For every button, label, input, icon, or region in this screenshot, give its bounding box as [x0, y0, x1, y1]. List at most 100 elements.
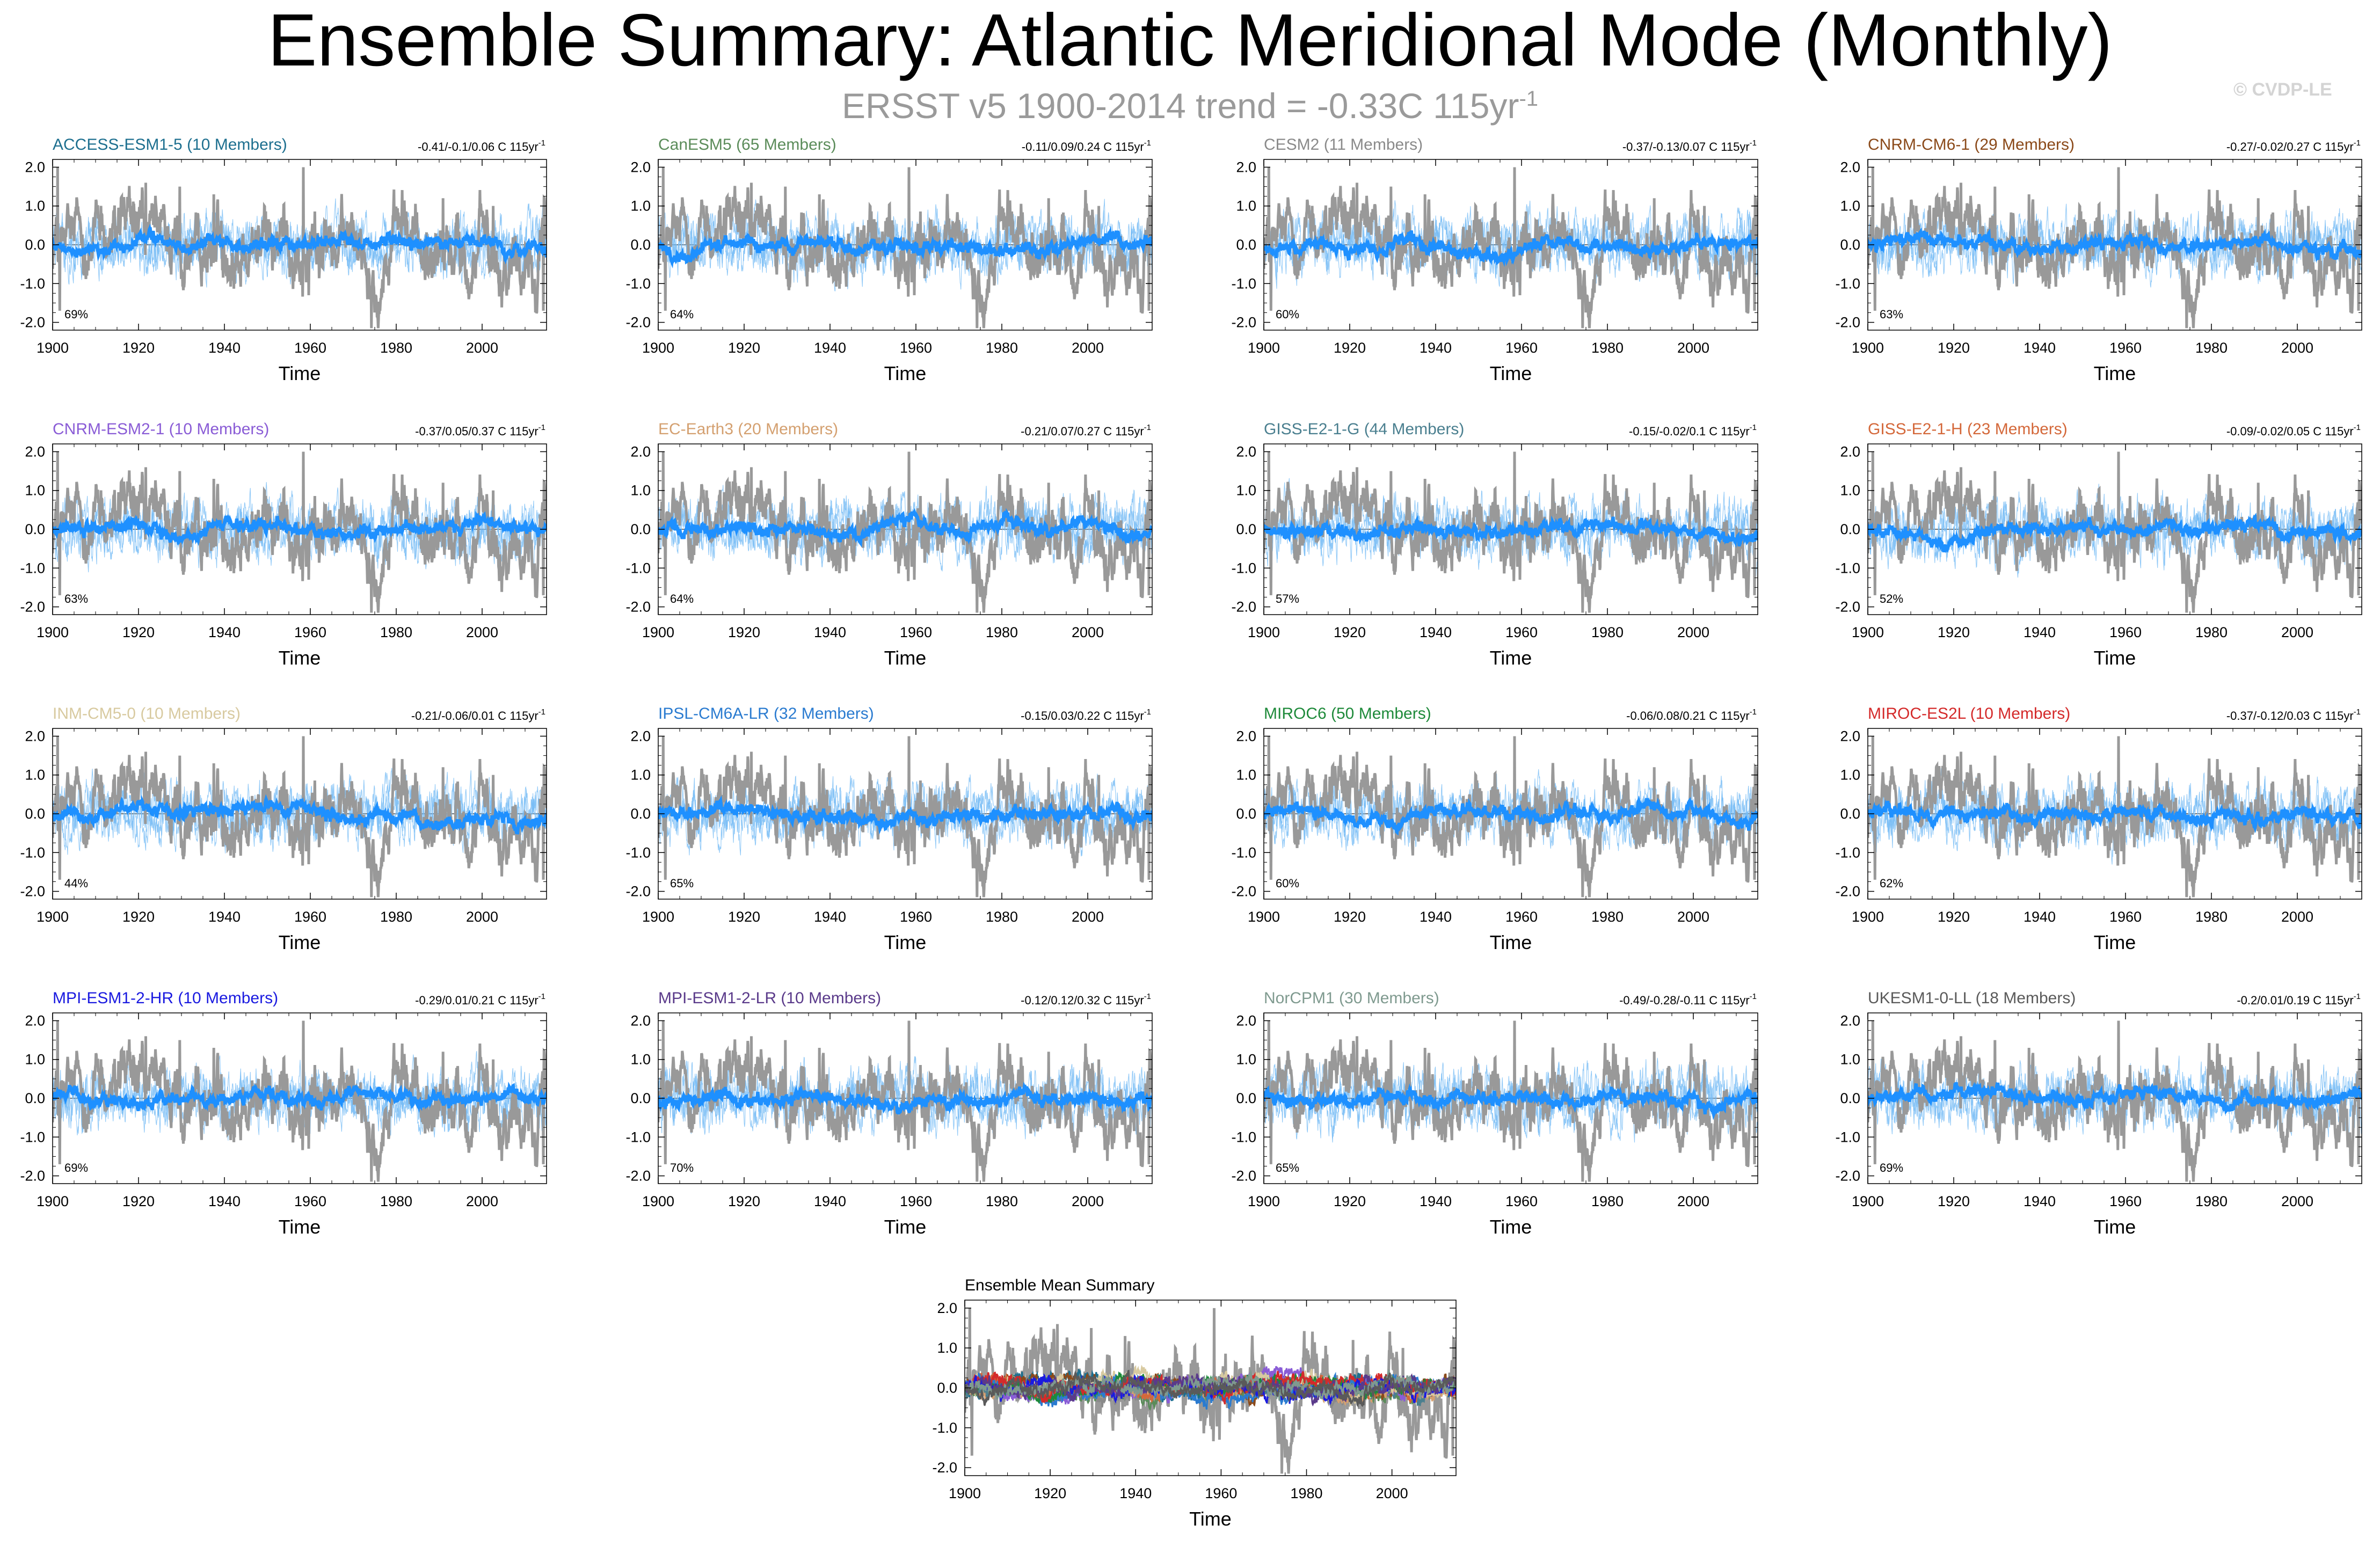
x-tick-label: 2000 [1677, 1193, 1709, 1209]
plot-area [1868, 167, 2362, 329]
y-tick-label: -2.0 [1231, 884, 1256, 900]
x-tick-label: 1920 [1334, 1193, 1366, 1209]
x-tick-label: 1900 [1248, 340, 1280, 356]
x-axis-label: Time [279, 1216, 321, 1238]
x-tick-label: 1980 [1591, 624, 1624, 640]
x-tick-label: 1980 [1591, 340, 1624, 356]
trend-text: -0.11/0.09/0.24 C 115yr-1 [1022, 138, 1151, 154]
y-tick-label: 1.0 [1236, 198, 1256, 214]
panel-5: 2.0 1.0 0.0 -1.0 -2.0 1900 1920 1940 1960 1980 200… [625, 420, 1153, 669]
y-tick-label: -1.0 [1231, 1129, 1256, 1145]
trend-exponent: -1 [1144, 423, 1151, 432]
x-tick-label: 1940 [208, 1193, 241, 1209]
panel-title: INM-CM5-0 (10 Members) [53, 705, 241, 723]
y-tick-label: 1.0 [25, 483, 45, 499]
y-tick-label: 0.0 [25, 237, 45, 253]
subtitle-exponent: -1 [1519, 87, 1539, 111]
y-tick-label: -1.0 [1231, 560, 1256, 576]
trend-value: -0.15/-0.02/0.1 C 115yr [1629, 425, 1750, 438]
x-tick-label: 1900 [37, 909, 69, 925]
x-axis-label: Time [2094, 647, 2136, 669]
x-tick-label: 1920 [728, 340, 760, 356]
y-tick-label: 0.0 [630, 521, 651, 537]
y-tick-label: -2.0 [625, 315, 651, 331]
page-title: Ensemble Summary: Atlantic Meridional Mo… [267, 0, 2113, 82]
trend-value: -0.21/-0.06/0.01 C 115yr [411, 709, 538, 723]
y-tick-label: -2.0 [20, 1168, 45, 1184]
y-tick-label: 2.0 [1236, 159, 1256, 175]
panel-title: MPI-ESM1-2-HR (10 Members) [53, 989, 278, 1007]
x-tick-label: 2000 [466, 624, 498, 640]
x-tick-label: 1980 [380, 1193, 412, 1209]
panel-1: 2.0 1.0 0.0 -1.0 -2.0 1900 1920 1940 1960 1980 200… [625, 136, 1153, 384]
y-tick-label: 2.0 [1840, 443, 1860, 459]
x-tick-label: 1960 [2109, 1193, 2142, 1209]
y-tick-label: -1.0 [625, 844, 651, 860]
x-tick-label: 1980 [380, 909, 412, 925]
panel-title: IPSL-CM6A-LR (32 Members) [658, 705, 874, 723]
x-tick-label: 1980 [1290, 1485, 1322, 1501]
panel-title: MPI-ESM1-2-LR (10 Members) [658, 989, 881, 1007]
x-tick-label: 1960 [1205, 1485, 1237, 1501]
trend-text: -0.15/-0.02/0.1 C 115yr-1 [1629, 423, 1757, 438]
x-tick-label: 1960 [294, 624, 326, 640]
x-tick-label: 1920 [1938, 909, 1970, 925]
ensemble-mean-line [1868, 513, 2362, 553]
panel-title: UKESM1-0-LL (18 Members) [1868, 989, 2076, 1007]
x-tick-label: 1920 [1334, 340, 1366, 356]
x-tick-label: 1940 [1119, 1485, 1152, 1501]
panel-title: Ensemble Mean Summary [965, 1276, 1154, 1294]
trend-value: -0.15/0.03/0.22 C 115yr [1021, 709, 1144, 723]
panel-4: 2.0 1.0 0.0 -1.0 -2.0 1900 1920 1940 1960 1980 200… [20, 420, 547, 669]
plot-area [1264, 167, 1758, 329]
trend-text: -0.09/-0.02/0.05 C 115yr-1 [2226, 423, 2361, 438]
y-tick-label: 0.0 [25, 806, 45, 822]
y-tick-label: -1.0 [1835, 844, 1860, 860]
trend-value: -0.37/0.05/0.37 C 115yr [415, 425, 538, 438]
percent-label: 64% [670, 592, 694, 605]
ensemble-member-line [658, 485, 1152, 567]
y-tick-label: -2.0 [20, 315, 45, 331]
ensemble-mean-line [53, 1082, 547, 1113]
y-tick-label: 1.0 [25, 1052, 45, 1068]
x-tick-label: 2000 [2281, 340, 2313, 356]
y-tick-label: -2.0 [20, 884, 45, 900]
percent-label: 62% [1880, 877, 1903, 890]
y-tick-label: 1.0 [630, 767, 651, 783]
y-tick-label: 1.0 [630, 483, 651, 499]
ensemble-mean-line [1264, 515, 1758, 548]
trend-text: -0.41/-0.1/0.06 C 115yr-1 [418, 138, 545, 154]
trend-exponent: -1 [1144, 992, 1151, 1001]
y-tick-label: -1.0 [625, 1129, 651, 1145]
panel-title: CanESM5 (65 Members) [658, 136, 836, 154]
observed-line [658, 1020, 1152, 1182]
x-tick-label: 1940 [814, 1193, 846, 1209]
y-tick-label: 2.0 [1840, 159, 1860, 175]
trend-value: -0.41/-0.1/0.06 C 115yr [418, 140, 538, 154]
x-axis-label: Time [1490, 362, 1532, 384]
plot-area [1264, 451, 1758, 613]
x-tick-label: 1900 [1852, 624, 1884, 640]
panel-title: CNRM-ESM2-1 (10 Members) [53, 420, 269, 438]
panel-9: 2.0 1.0 0.0 -1.0 -2.0 1900 1920 1940 1960 1980 200… [625, 705, 1153, 953]
trend-exponent: -1 [1144, 707, 1151, 717]
y-tick-label: 0.0 [1840, 1090, 1860, 1106]
y-tick-label: -1.0 [20, 1129, 45, 1145]
x-tick-label: 2000 [2281, 909, 2313, 925]
panel-title: MIROC6 (50 Members) [1264, 705, 1431, 723]
y-tick-label: 0.0 [1236, 237, 1256, 253]
ensemble-mean-line [1264, 1083, 1758, 1120]
y-tick-label: 2.0 [1840, 1012, 1860, 1028]
panel-title: ACCESS-ESM1-5 (10 Members) [53, 136, 287, 154]
ensemble-mean-line [1868, 799, 2362, 834]
percent-label: 44% [64, 877, 88, 890]
percent-label: 57% [1276, 592, 1299, 605]
x-tick-label: 1900 [642, 909, 674, 925]
ensemble-mean-line [1264, 230, 1758, 267]
trend-value: -0.2/0.01/0.19 C 115yr [2237, 994, 2353, 1007]
x-tick-label: 1900 [949, 1485, 981, 1501]
panel-title: GISS-E2-1-H (23 Members) [1868, 420, 2068, 438]
trend-exponent: -1 [2354, 138, 2361, 148]
x-tick-label: 1900 [37, 1193, 69, 1209]
y-tick-label: 1.0 [25, 767, 45, 783]
